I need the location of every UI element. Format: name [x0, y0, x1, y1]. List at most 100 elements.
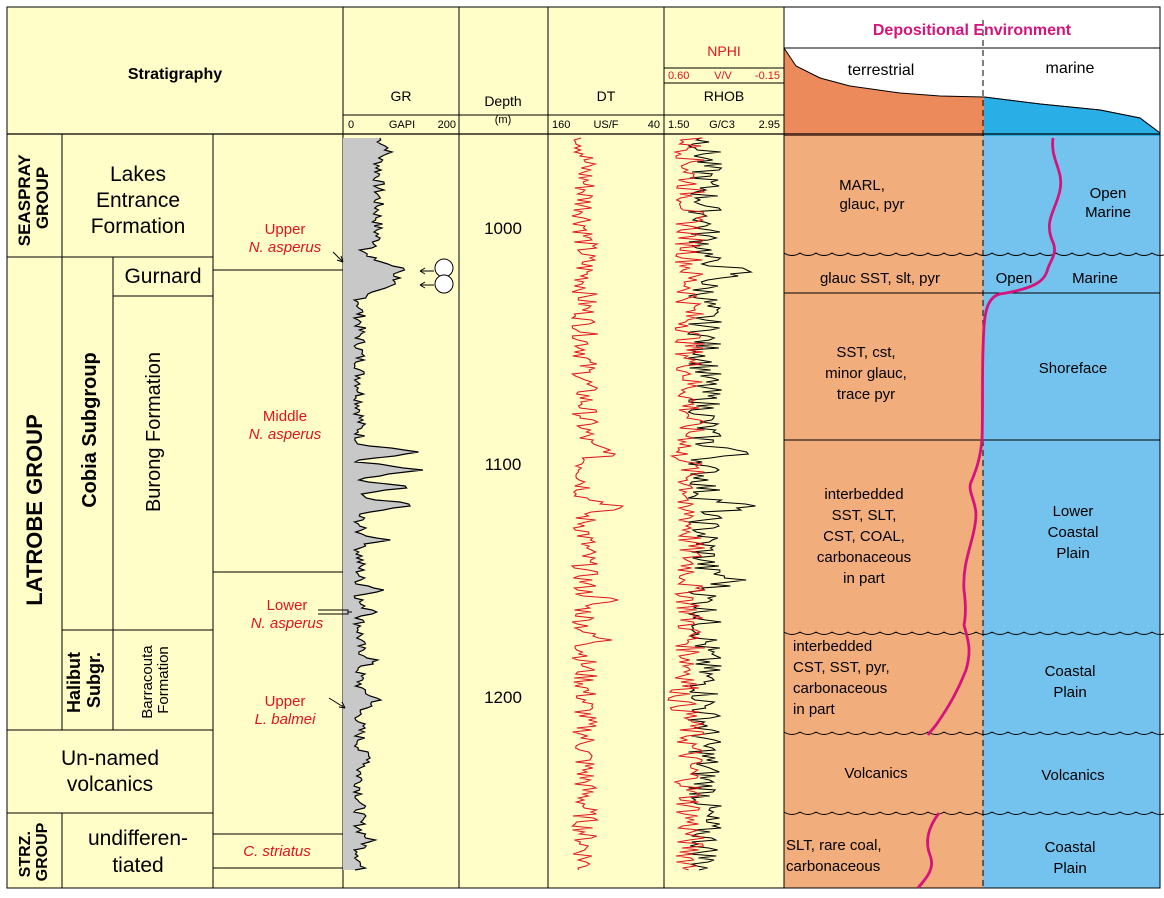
nphi-max: -0.15 [755, 70, 780, 82]
lith-barracouta-1: interbedded [793, 638, 872, 655]
env-marine-label: marine [1046, 60, 1095, 77]
svg-text:Halibut Subgr.: Halibut Subgr. [64, 647, 104, 713]
lith-gurnard: glauc SST, slt, pyr [820, 270, 940, 287]
setting-coastal-2-2: Plain [1053, 860, 1086, 877]
lith-marl-2: glauc, pyr [839, 196, 904, 213]
setting-coastal-2-1: Coastal [1045, 839, 1096, 856]
dt-unit: US/F [593, 119, 618, 131]
setting-open-marine-2: Marine [1085, 204, 1131, 221]
lith-barracouta-2: CST, SST, pyr, [793, 659, 890, 676]
setting-open-marine-2a: Open [996, 270, 1033, 287]
biozone-upper-l-balmei-1: Upper [265, 693, 306, 710]
gr-fill [343, 138, 423, 870]
lith-burong-lower-2: SST, SLT, [832, 507, 897, 524]
svg-text:SEASPRAY GROUP: SEASPRAY GROUP [15, 150, 52, 246]
dt-header: DT [597, 88, 616, 104]
biozone-upper-l-balmei-2: L. balmei [255, 711, 317, 728]
burong-formation-label: Burong Formation [143, 352, 165, 512]
setting-lower-coastal-2: Coastal [1048, 524, 1099, 541]
setting-coastal-2: Plain [1053, 684, 1086, 701]
undiff-label-2: tiated [112, 854, 163, 877]
depth-unit: (m) [495, 114, 512, 126]
halibut-label-2: Subgr. [84, 652, 104, 708]
setting-open-marine-1: Open [1090, 185, 1127, 202]
latrobe-group-label: LATROBE GROUP [22, 414, 47, 605]
stratigraphy-header: Stratigraphy [128, 66, 222, 83]
biozone-upper-n-asperus-2: N. asperus [249, 239, 322, 256]
lith-burong-upper-1: SST, cst, [836, 344, 895, 361]
barracouta-label-1: Barracouta [139, 645, 156, 719]
setting-lower-coastal-1: Lower [1053, 503, 1094, 520]
seaspray-label-1: SEASPRAY [15, 154, 34, 247]
rhob-curve [686, 137, 756, 871]
rhob-min: 1.50 [668, 119, 689, 131]
gr-min: 0 [348, 119, 354, 131]
strz-label-2: GROUP [34, 822, 51, 881]
depth-tick-1000: 1000 [484, 219, 522, 238]
biozone-upper-n-asperus-1: Upper [265, 221, 306, 238]
depth-tick-1200: 1200 [484, 688, 522, 707]
marine-column [983, 136, 1160, 888]
setting-shoreface: Shoreface [1039, 360, 1107, 377]
undiff-label-1: undifferen- [88, 827, 188, 850]
lith-burong-upper-3: trace pyr [837, 386, 895, 403]
lith-burong-lower-3: CST, COAL, [823, 528, 905, 545]
biozone-middle-n-asperus-2: N. asperus [249, 426, 322, 443]
log-panel-background [7, 7, 784, 888]
biozone-lower-n-asperus-2: N. asperus [251, 615, 324, 632]
lakes-label-2: Entrance [96, 189, 180, 212]
lith-burong-lower-5: in part [843, 570, 886, 587]
seaspray-label-2: GROUP [33, 167, 52, 229]
env-header: Depositional Environment [873, 22, 1072, 39]
lakes-label-3: Formation [91, 215, 186, 238]
dt-curve [570, 137, 625, 871]
lith-barracouta-3: carbonaceous [793, 680, 887, 697]
halibut-label-1: Halibut [64, 652, 84, 713]
biozone-middle-n-asperus-1: Middle [263, 408, 307, 425]
environment-curve [926, 137, 1063, 736]
rhob-header: RHOB [704, 88, 744, 104]
gr-unit: GAPI [389, 119, 415, 131]
lith-marl-1: MARL, [839, 177, 885, 194]
strz-label-1: STRZ. [17, 831, 34, 877]
volcanics-label-2: volcanics [67, 773, 153, 796]
barracouta-label-2: Formation [155, 646, 172, 714]
dt-max: 40 [648, 119, 660, 131]
lith-barracouta-4: in part [793, 701, 836, 718]
gr-header: GR [391, 88, 412, 104]
lith-undiff-2: carbonaceous [786, 858, 880, 875]
lakes-label-1: Lakes [110, 163, 166, 186]
dt-min: 160 [552, 119, 570, 131]
unconformity-lines [783, 252, 1164, 815]
lith-burong-lower-1: interbedded [824, 486, 903, 503]
setting-lower-coastal-3: Plain [1056, 545, 1089, 562]
nphi-min: 0.60 [668, 70, 689, 82]
volcanics-label-1: Un-named [61, 747, 159, 770]
gr-curve [351, 137, 423, 871]
biozone-c-striatus: C. striatus [243, 843, 311, 860]
setting-volcanics: Volcanics [1041, 767, 1104, 784]
lith-burong-upper-2: minor glauc, [825, 365, 907, 382]
rhob-max: 2.95 [759, 119, 780, 131]
nphi-unit: V/V [714, 70, 732, 82]
sample-markers [419, 258, 454, 294]
setting-open-marine-2b: Marine [1072, 270, 1118, 287]
lith-burong-lower-4: carbonaceous [817, 549, 911, 566]
depth-header: Depth [484, 93, 521, 109]
lith-undiff-1: SLT, rare coal, [786, 837, 882, 854]
setting-coastal-1: Coastal [1045, 663, 1096, 680]
cobia-subgroup-label: Cobia Subgroup [79, 352, 101, 508]
gr-max: 200 [438, 119, 456, 131]
svg-text:Barracouta Formation: Barracouta Formation [139, 641, 172, 719]
nphi-curve [667, 137, 707, 871]
biozone-arrows [318, 251, 352, 709]
environment-curve-lower [916, 812, 941, 889]
lith-volcanics: Volcanics [844, 765, 907, 782]
gurnard-label: Gurnard [124, 265, 201, 288]
terrestrial-column [784, 136, 983, 888]
nphi-header: NPHI [707, 43, 740, 59]
env-terrestrial-label: terrestrial [848, 62, 915, 79]
marine-profile [984, 97, 1160, 136]
